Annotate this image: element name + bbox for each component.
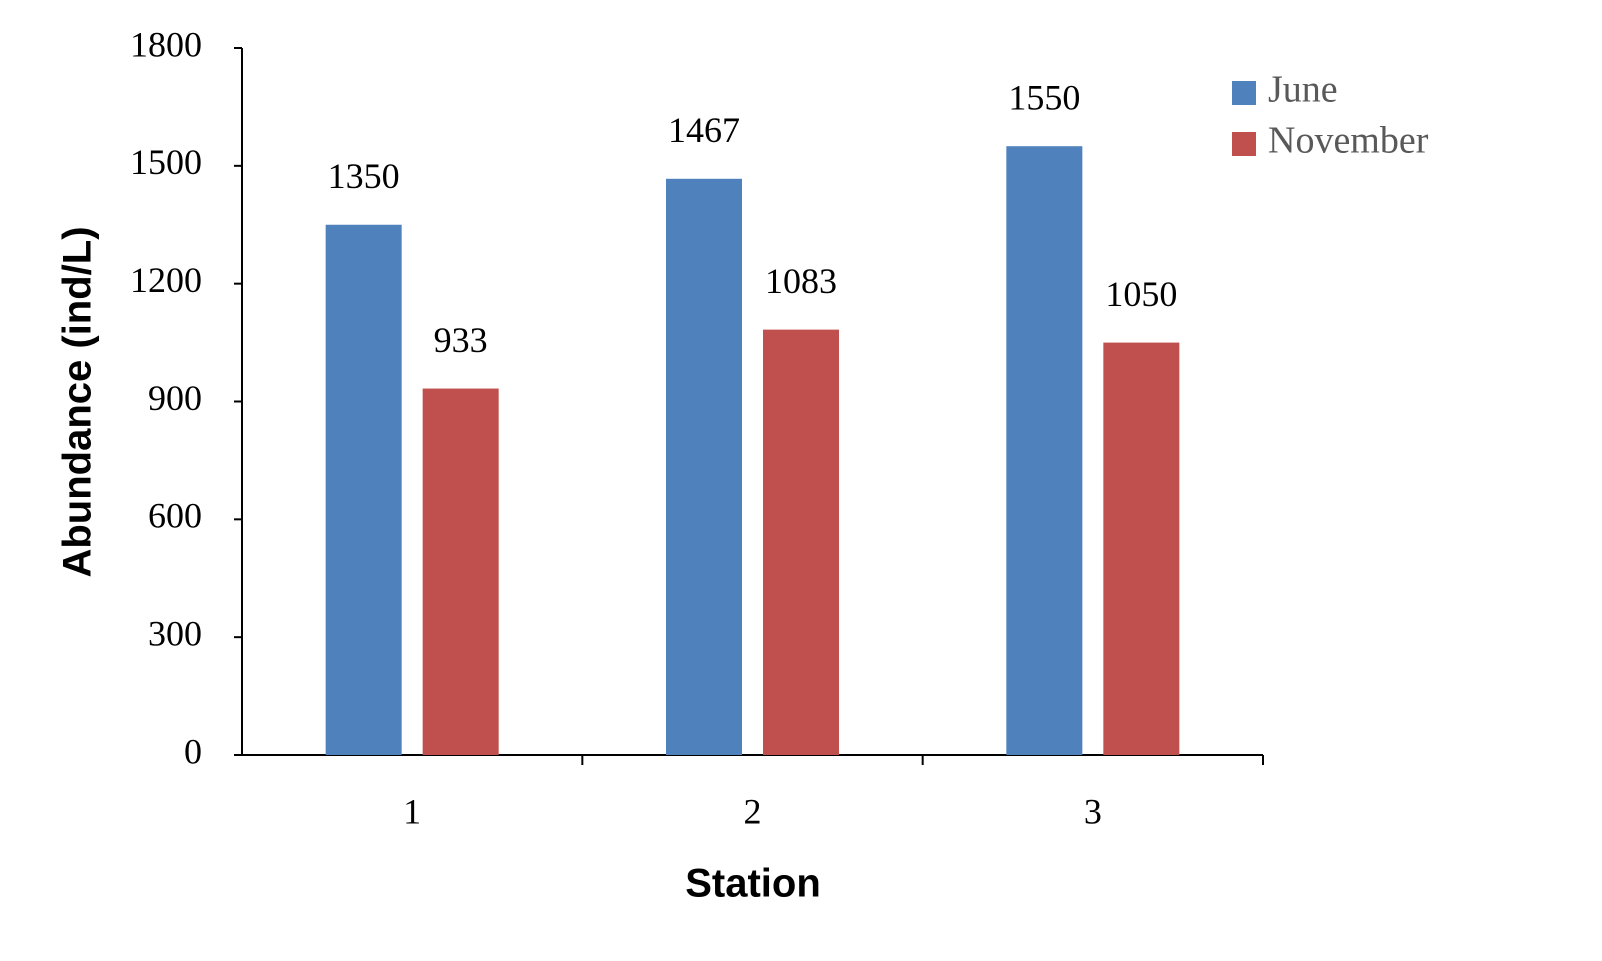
y-tick-label: 600	[148, 496, 202, 536]
x-tick-label: 2	[744, 791, 762, 831]
y-tick-label: 1800	[130, 24, 202, 64]
y-tick-label: 300	[148, 613, 202, 653]
data-label: 1083	[765, 261, 837, 301]
x-tick-label: 1	[403, 791, 421, 831]
bar	[1006, 146, 1083, 755]
legend-label: June	[1268, 69, 1338, 111]
y-tick-label: 1200	[130, 260, 202, 300]
x-axis-title: Station	[685, 862, 821, 906]
data-label: 1550	[1008, 77, 1080, 117]
bar	[763, 329, 839, 755]
legend-swatch	[1232, 81, 1256, 105]
y-tick-label: 1500	[130, 142, 202, 182]
legend-swatch	[1232, 132, 1256, 156]
data-label: 1050	[1105, 274, 1177, 314]
y-tick-label: 0	[184, 731, 202, 771]
data-label: 1350	[328, 156, 400, 196]
y-tick-label: 900	[148, 378, 202, 418]
data-label: 1467	[668, 110, 740, 150]
legend-label: November	[1268, 120, 1429, 162]
bar	[1103, 342, 1180, 755]
bar	[422, 388, 499, 755]
x-tick-label: 3	[1084, 791, 1102, 831]
data-label: 933	[434, 320, 488, 360]
bar	[325, 224, 402, 755]
y-axis-title: Abundance (ind/L)	[56, 226, 100, 577]
bar	[666, 178, 742, 756]
